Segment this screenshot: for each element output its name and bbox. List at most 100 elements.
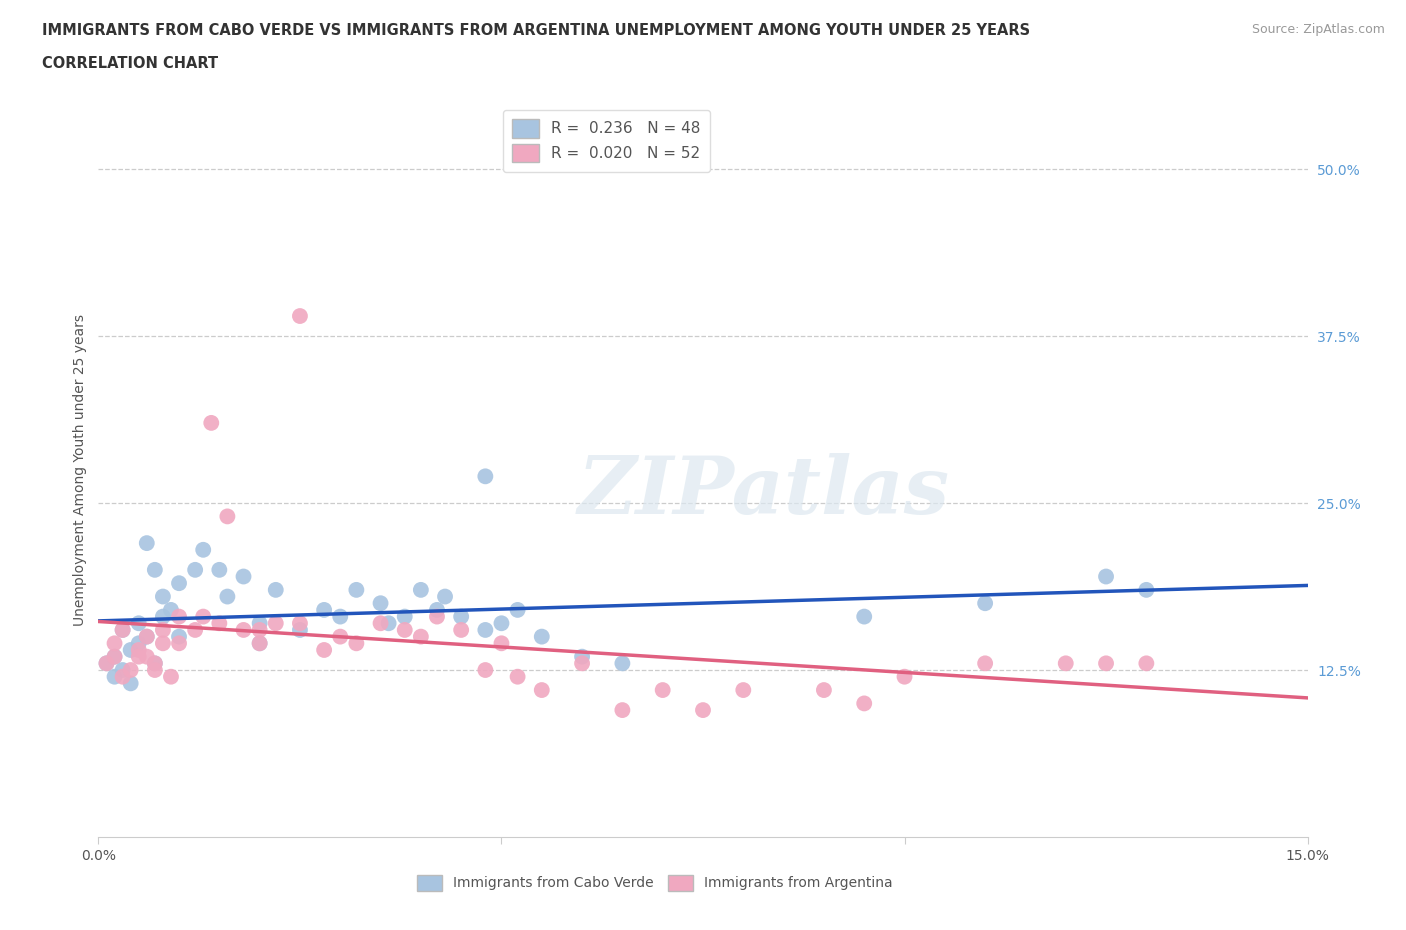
Point [193,609,215,624]
Legend: Immigrants from Cabo Verde, Immigrants from Argentina: Immigrants from Cabo Verde, Immigrants f… [412,869,898,897]
Point [249,616,271,631]
Point [394,609,416,624]
Point [1135,582,1157,597]
Point [506,670,529,684]
Point [344,636,367,651]
Point [217,589,239,604]
Point [329,609,352,624]
Point [135,630,157,644]
Point [160,603,183,618]
Text: ZIPatlas: ZIPatlas [578,453,949,530]
Point [530,630,553,644]
Point [232,622,254,637]
Point [217,509,239,524]
Text: IMMIGRANTS FROM CABO VERDE VS IMMIGRANTS FROM ARGENTINA UNEMPLOYMENT AMONG YOUTH: IMMIGRANTS FROM CABO VERDE VS IMMIGRANTS… [42,23,1031,38]
Point [103,649,125,664]
Point [128,616,150,631]
Point [152,589,174,604]
Point [314,603,336,618]
Point [249,636,271,651]
Point [152,609,174,624]
Point [288,622,311,637]
Point [344,582,367,597]
Text: CORRELATION CHART: CORRELATION CHART [42,56,218,71]
Point [152,622,174,637]
Point [120,643,142,658]
Point [612,703,634,718]
Point [249,622,271,637]
Point [143,563,166,578]
Point [135,649,157,664]
Point [853,696,876,711]
Point [103,636,125,651]
Point [200,416,222,431]
Point [143,662,166,677]
Point [571,656,593,671]
Point [409,582,432,597]
Point [128,649,150,664]
Point [111,662,134,677]
Point [111,622,134,637]
Point [612,656,634,671]
Y-axis label: Unemployment Among Youth under 25 years: Unemployment Among Youth under 25 years [73,313,87,626]
Point [491,616,513,631]
Point [184,563,207,578]
Point [491,636,513,651]
Text: Source: ZipAtlas.com: Source: ZipAtlas.com [1251,23,1385,36]
Point [1054,656,1077,671]
Point [370,616,392,631]
Point [974,596,997,611]
Point [394,622,416,637]
Point [103,670,125,684]
Point [733,683,755,698]
Point [264,582,287,597]
Point [1095,656,1118,671]
Point [96,656,118,671]
Point [111,670,134,684]
Point [450,622,472,637]
Point [120,676,142,691]
Point [96,656,118,671]
Point [1135,656,1157,671]
Point [893,670,915,684]
Point [160,670,183,684]
Point [409,630,432,644]
Point [128,636,150,651]
Point [474,622,496,637]
Point [530,683,553,698]
Point [474,662,496,677]
Point [1095,569,1118,584]
Point [143,656,166,671]
Point [692,703,714,718]
Point [111,622,134,637]
Point [329,630,352,644]
Point [506,603,529,618]
Point [474,469,496,484]
Point [426,603,449,618]
Point [249,636,271,651]
Point [450,609,472,624]
Point [651,683,673,698]
Point [208,563,231,578]
Point [152,636,174,651]
Point [377,616,399,631]
Point [264,616,287,631]
Point [103,649,125,664]
Point [288,616,311,631]
Point [571,649,593,664]
Point [135,536,157,551]
Point [288,309,311,324]
Point [167,609,190,624]
Point [143,656,166,671]
Point [426,609,449,624]
Point [135,630,157,644]
Point [208,616,231,631]
Point [974,656,997,671]
Point [167,576,190,591]
Point [434,589,457,604]
Point [853,609,876,624]
Point [813,683,835,698]
Point [128,643,150,658]
Point [193,542,215,557]
Point [370,596,392,611]
